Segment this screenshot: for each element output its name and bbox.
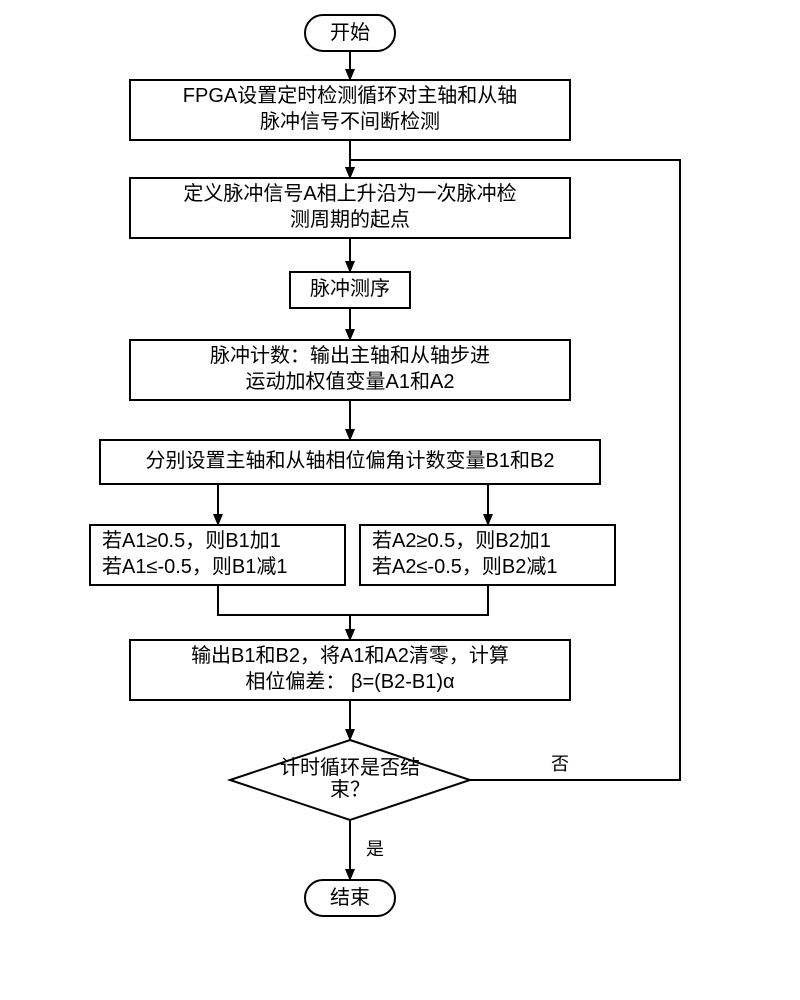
svg-text:开始: 开始	[330, 21, 370, 44]
node-n5: 分别设置主轴和从轴相位偏角计数变量B1和B2	[100, 440, 600, 484]
node-n2: 定义脉冲信号A相上升沿为一次脉冲检测周期的起点	[130, 178, 570, 238]
svg-text:分别设置主轴和从轴相位偏角计数变量B1和B2: 分别设置主轴和从轴相位偏角计数变量B1和B2	[146, 449, 555, 472]
svg-text:脉冲测序: 脉冲测序	[310, 277, 390, 300]
svg-text:结束: 结束	[330, 886, 370, 909]
node-start: 开始	[305, 15, 395, 51]
node-n3: 脉冲测序	[290, 272, 410, 308]
svg-text:否: 否	[551, 754, 569, 774]
node-end: 结束	[305, 880, 395, 916]
edge-10: 是	[350, 820, 384, 880]
node-n1: FPGA设置定时检测循环对主轴和从轴脉冲信号不间断检测	[130, 80, 570, 140]
edge-7	[218, 585, 350, 640]
edge-8	[350, 585, 488, 640]
node-d1: 计时循环是否结束？	[230, 740, 470, 820]
node-n6a: 若A1≥0.5，则B1加1若A1≤-0.5，则B1减1	[90, 525, 345, 585]
flowchart: 是 否 开始 FPGA设置定时检测循环对主轴和从轴脉冲信号不间断检测定义脉冲信号A相…	[0, 0, 800, 1000]
node-n4: 脉冲计数：输出主轴和从轴步进运动加权值变量A1和A2	[130, 340, 570, 400]
svg-text:是: 是	[366, 839, 384, 859]
node-n6b: 若A2≥0.5，则B2加1若A2≤-0.5，则B2减1	[360, 525, 615, 585]
node-n7: 输出B1和B2，将A1和A2清零，计算相位偏差： β=(B2-B1)α	[130, 640, 570, 700]
